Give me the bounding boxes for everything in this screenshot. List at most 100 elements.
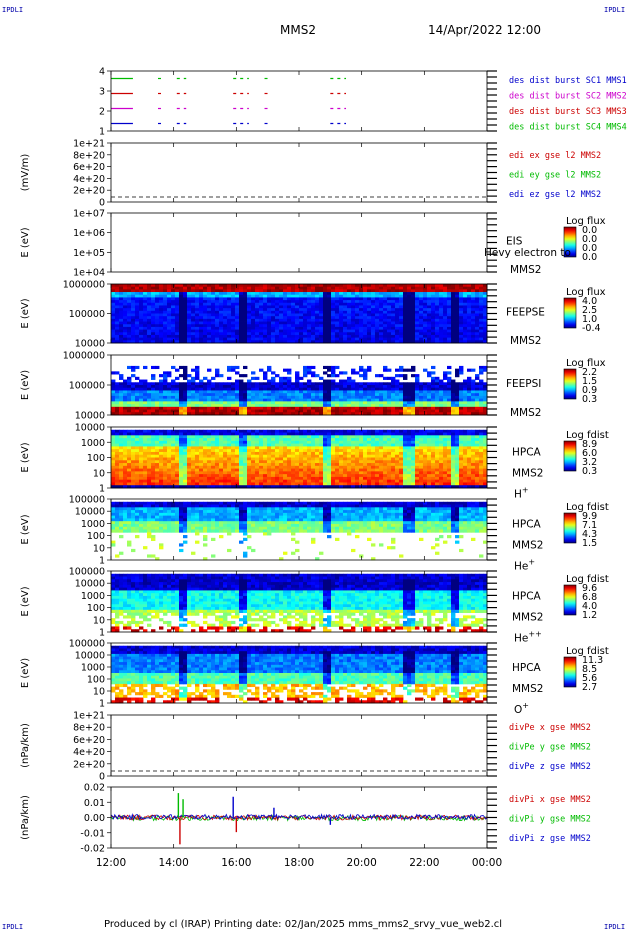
spectrogram-cell xyxy=(427,300,432,304)
spectrogram-cell xyxy=(439,302,444,306)
spectrogram-cell xyxy=(111,465,116,469)
spectrogram-cell xyxy=(355,404,360,408)
spectrogram-cell xyxy=(279,406,284,410)
spectrogram-cell xyxy=(267,385,272,389)
spectrogram-cell xyxy=(399,368,404,372)
spectrogram-cell xyxy=(403,334,408,339)
spectrogram-cell xyxy=(151,465,156,469)
spectrogram-cell xyxy=(251,460,256,464)
spectrogram-cell xyxy=(247,305,252,309)
spectrogram-cell xyxy=(143,379,148,383)
spectrogram-cell xyxy=(319,390,324,394)
spectrogram-cell xyxy=(375,300,380,304)
spectrogram-cell xyxy=(271,404,276,408)
spectrogram-cell xyxy=(119,385,124,389)
spectrogram-cell xyxy=(219,457,224,461)
spectrogram-cell xyxy=(415,334,420,339)
spectrogram-cell xyxy=(315,404,320,408)
spectrogram-cell xyxy=(323,332,328,336)
spectrogram-cell xyxy=(135,429,140,433)
spectrogram-cell xyxy=(139,476,144,481)
spectrogram-cell xyxy=(171,382,176,386)
spectrogram-cell xyxy=(143,385,148,389)
spacecraft-label: MMS2 xyxy=(510,407,541,419)
spectrogram-cell xyxy=(367,368,372,372)
spectrogram-cell xyxy=(231,387,236,391)
spectrogram-cell xyxy=(339,429,344,433)
spectrogram-cell xyxy=(143,440,148,445)
spectrogram-cell xyxy=(395,292,400,296)
spectrogram-cell xyxy=(123,449,128,453)
spectrogram-cell xyxy=(223,471,228,475)
spectrogram-cell xyxy=(127,302,132,306)
spectrogram-cell xyxy=(307,385,312,389)
spectrogram-cell xyxy=(195,337,200,341)
spectrogram-cell xyxy=(383,395,388,400)
spectrogram-cell xyxy=(207,305,212,309)
spectrogram-cell xyxy=(415,393,420,397)
spectrogram-cell xyxy=(315,332,320,336)
spectrogram-cell xyxy=(231,393,236,397)
spectrogram-cell xyxy=(111,329,116,333)
spectrogram-cell xyxy=(235,305,240,309)
spectrogram-cell xyxy=(331,302,336,306)
spectrogram-cell xyxy=(483,334,488,339)
spectrogram-cell xyxy=(199,300,204,304)
spectrogram-cell xyxy=(295,446,300,450)
spectrogram-cell xyxy=(331,300,336,304)
spectrogram-cell xyxy=(211,382,216,386)
spectrogram-cell xyxy=(307,302,312,306)
legend-entry: edi ez gse l2 MMS2 xyxy=(509,190,601,200)
spectrogram-cell xyxy=(195,446,200,450)
spectrogram-cell xyxy=(115,482,120,486)
spectrogram-cell xyxy=(239,308,244,312)
spectrogram-cell xyxy=(235,365,240,370)
spectrogram-cell xyxy=(263,308,268,312)
spectrogram-cell xyxy=(311,340,316,344)
spectrogram-cell xyxy=(375,310,380,314)
spectrogram-cell xyxy=(219,334,224,339)
spectrogram-cell xyxy=(311,465,316,469)
spectrogram-cell xyxy=(287,286,292,290)
spectrogram-cell xyxy=(303,451,308,456)
spectrogram-cell xyxy=(263,460,268,464)
spectrogram-cell xyxy=(235,451,240,456)
spectrogram-cell xyxy=(227,401,232,405)
spectrogram-cell xyxy=(379,294,384,298)
spectrogram-cell xyxy=(459,316,464,320)
spectrogram-cell xyxy=(467,316,472,320)
spectrogram-cell xyxy=(283,286,288,290)
spectrogram-cell xyxy=(399,308,404,312)
spectrogram-cell xyxy=(243,286,248,290)
spectrogram-cell xyxy=(415,332,420,336)
spectrogram-cell xyxy=(447,398,452,402)
spectrogram-cell xyxy=(483,390,488,394)
spectrogram-cell xyxy=(167,300,172,304)
spectrogram-cell xyxy=(115,313,120,317)
spectrogram-cell xyxy=(123,385,128,389)
spectrogram-cell xyxy=(347,292,352,296)
spectrogram-cell xyxy=(287,310,292,314)
spectrogram-cell xyxy=(311,471,316,475)
spectrogram-cell xyxy=(175,429,180,433)
spectrogram-cell xyxy=(411,382,416,386)
spectrogram-cell xyxy=(263,465,268,469)
spectrogram-cell xyxy=(167,476,172,481)
spectrogram-cell xyxy=(359,332,364,336)
spectrogram-cell xyxy=(435,305,440,309)
spectrogram-cell xyxy=(279,465,284,469)
spectrogram-cell xyxy=(359,390,364,394)
spectrogram-cell xyxy=(151,457,156,461)
spectrogram-cell xyxy=(215,476,220,481)
spectrogram-cell xyxy=(227,284,232,288)
spectrogram-cell xyxy=(271,406,276,410)
spectrogram-cell xyxy=(327,313,332,317)
spectrogram-cell xyxy=(215,294,220,298)
spectrogram-cell xyxy=(127,485,132,489)
spectrogram-cell xyxy=(315,334,320,339)
spectrogram-cell xyxy=(223,398,228,402)
spectrogram-cell xyxy=(263,457,268,461)
spectrogram-cell xyxy=(139,471,144,475)
spectrogram-cell xyxy=(291,457,296,461)
